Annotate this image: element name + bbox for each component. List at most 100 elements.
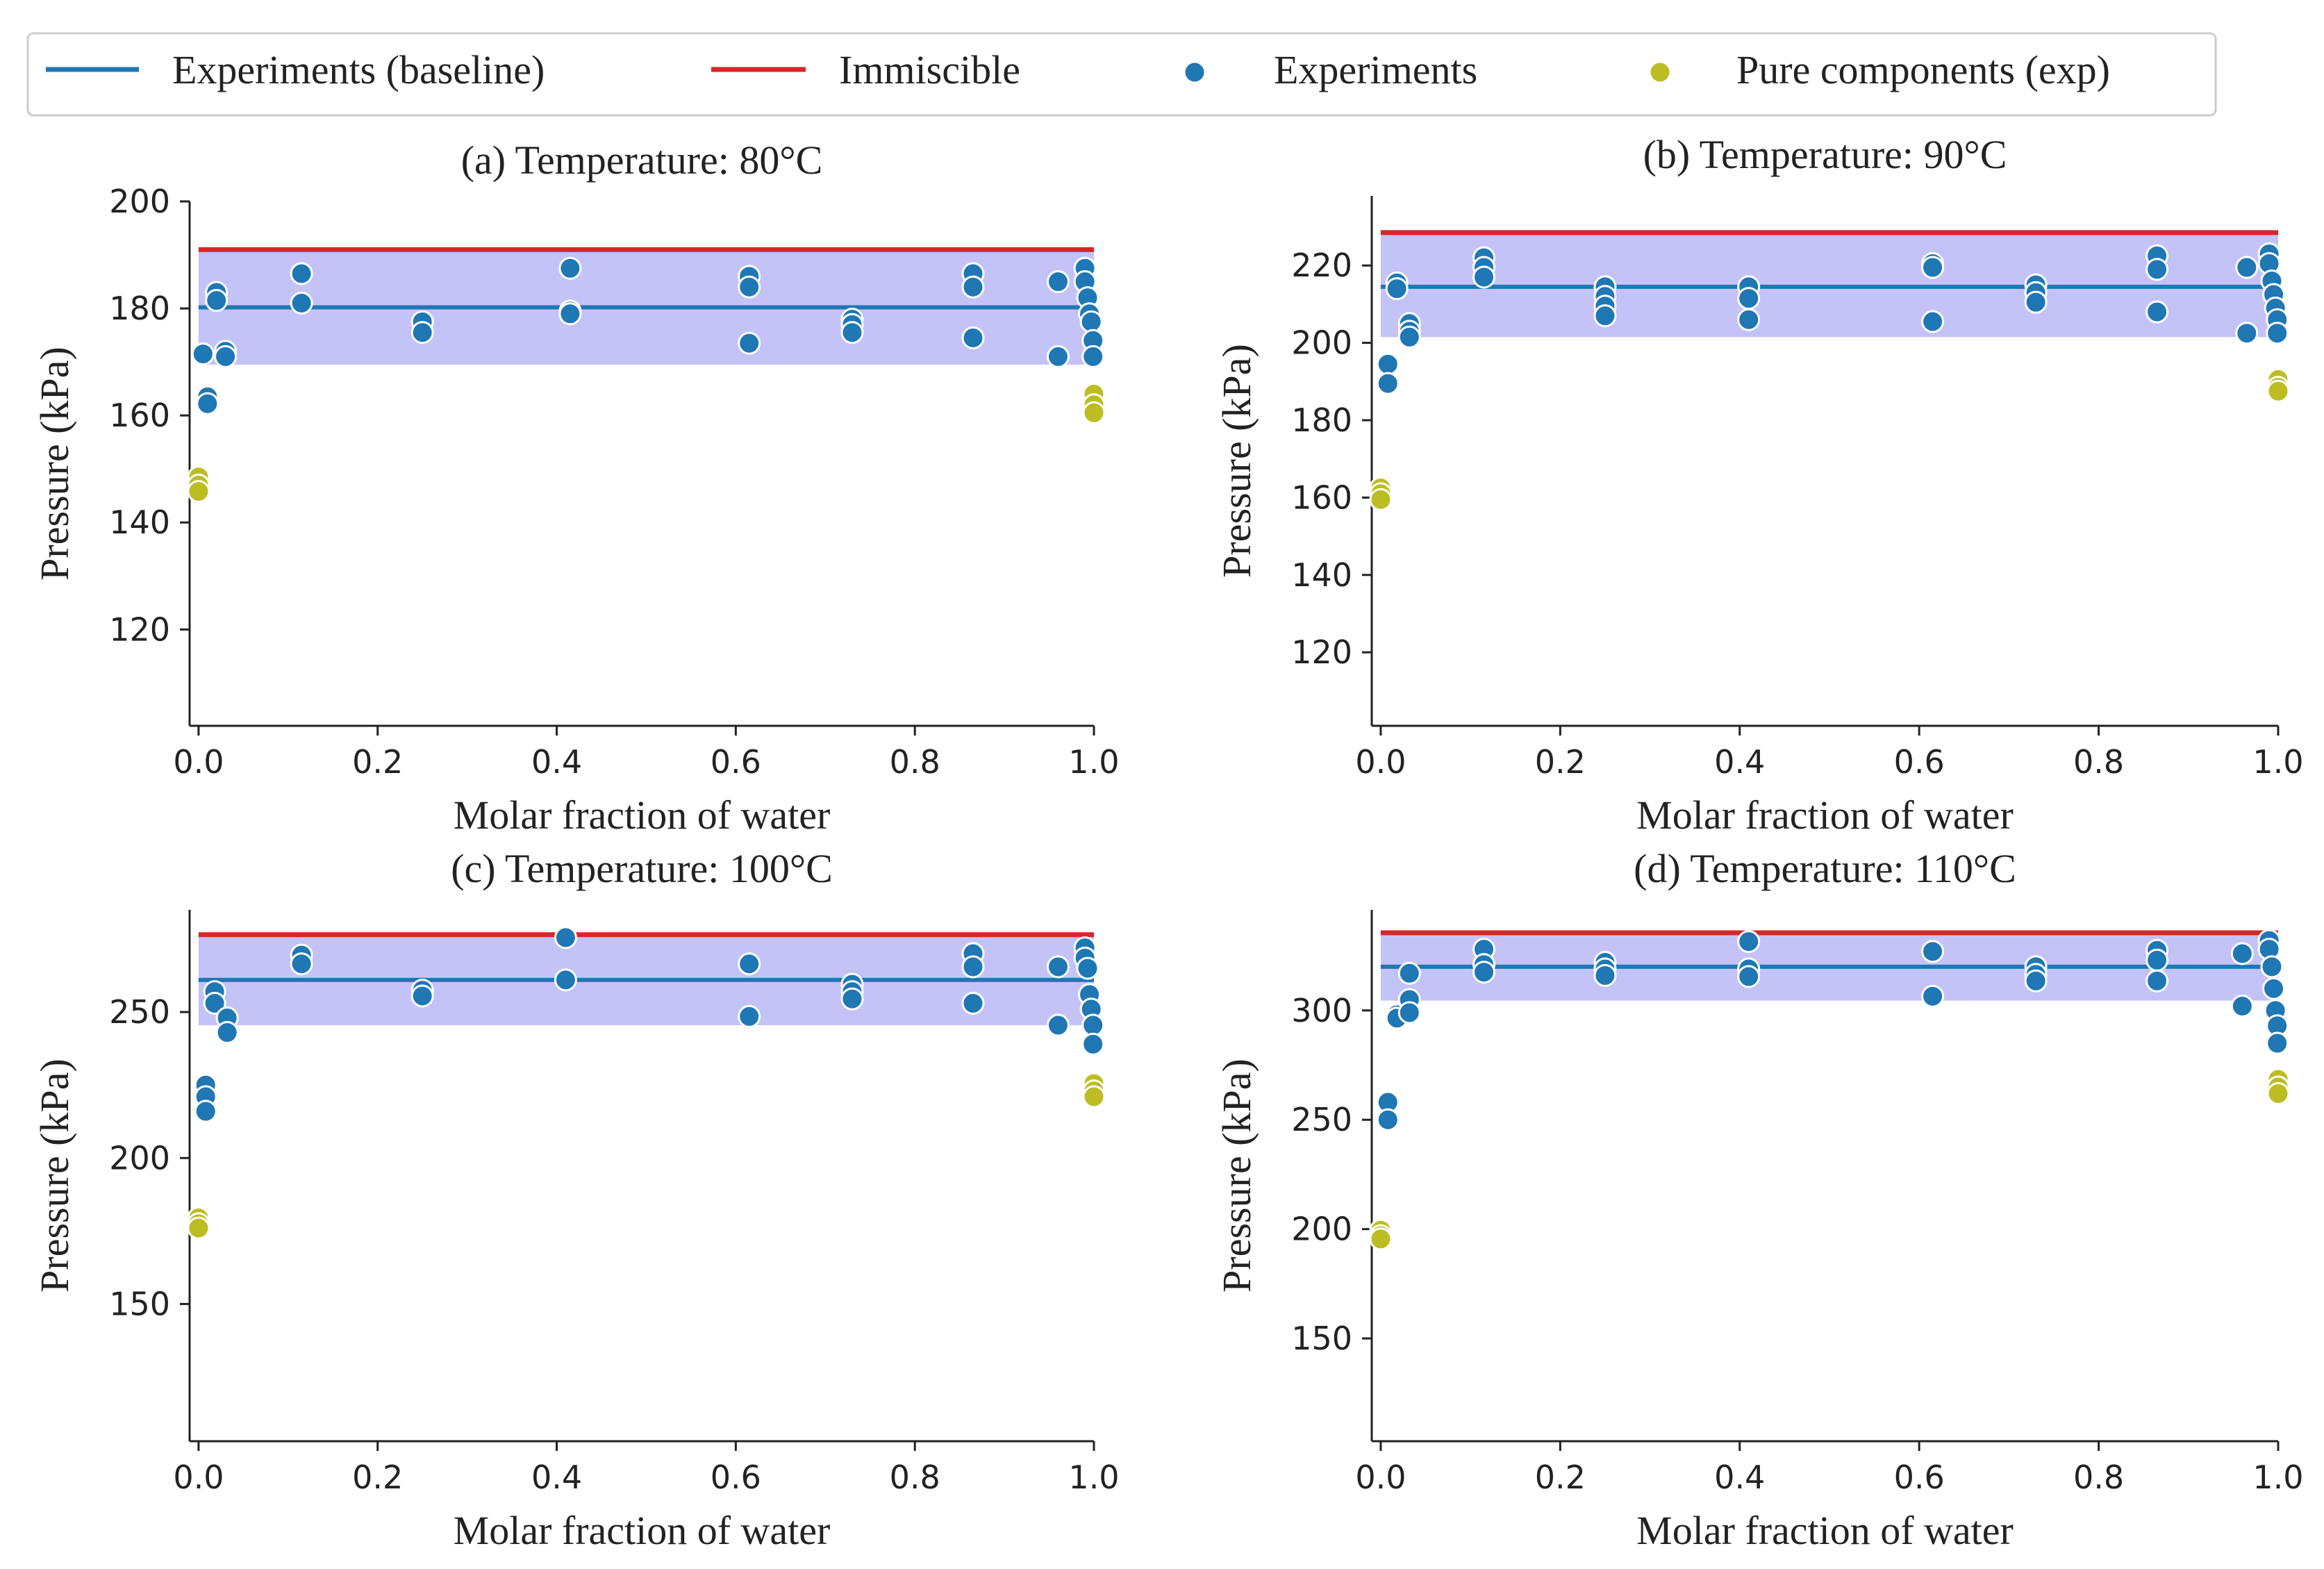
panel-b-x-tick-label: 0.6 bbox=[1894, 743, 1945, 781]
panel-a-experiment-point bbox=[558, 302, 582, 326]
panel-a: 0.0 0.2 0.4 0.6 0.8 1.0 120 140 160 180 200 (a) Tem… bbox=[32, 138, 1120, 838]
panel-b-y-tick-label: 140 bbox=[1291, 556, 1352, 594]
panel-a-experiment-point bbox=[738, 275, 761, 299]
panel-c-experiment-point bbox=[1081, 1032, 1105, 1056]
panel-d-experiment-point bbox=[1397, 1001, 1421, 1024]
panel-d-experiment-point bbox=[2230, 942, 2254, 965]
panel-a-experiment-point bbox=[558, 256, 582, 280]
panel-a-experiment-point bbox=[214, 344, 238, 368]
panel-b-experiment-point bbox=[2024, 290, 2048, 314]
panel-c-x-tick-label: 0.8 bbox=[890, 1459, 940, 1496]
panel-d-title: (d) Temperature: 110°C bbox=[1634, 846, 2016, 891]
panel-a-experiment-point bbox=[961, 275, 985, 299]
panel-d-experiment-point bbox=[2260, 955, 2284, 979]
panel-a-x-tick-label: 0.2 bbox=[352, 743, 403, 781]
panel-a-x-label: Molar fraction of water bbox=[454, 792, 831, 838]
panel-d-experiment-point bbox=[1593, 963, 1617, 987]
panels: 0.0 0.2 0.4 0.6 0.8 1.0 120 140 160 180 200 (a) Tem… bbox=[32, 132, 2304, 1553]
panel-a-experiment-point bbox=[738, 331, 761, 355]
panel-b: 0.0 0.2 0.4 0.6 0.8 1.0 120 140 160 180 200 220 (b) … bbox=[1214, 132, 2304, 838]
panel-a-y-tick-label: 180 bbox=[109, 290, 170, 327]
panel-c-x-label: Molar fraction of water bbox=[454, 1508, 831, 1553]
panel-a-experiment-point bbox=[290, 262, 313, 285]
panel-d-experiment-point bbox=[1737, 930, 1761, 954]
panel-d-pure-point bbox=[2266, 1081, 2290, 1105]
panel-c-pure-point bbox=[1082, 1085, 1106, 1109]
panel-b-experiment-point bbox=[1376, 352, 1400, 376]
panel-d-experiment-point bbox=[2262, 977, 2286, 1000]
panel-d-pure-point bbox=[1369, 1227, 1393, 1251]
panel-d-experiment-point bbox=[1737, 965, 1761, 988]
panel-b-pure-point bbox=[1369, 488, 1393, 511]
panel-d-x-label: Molar fraction of water bbox=[1636, 1508, 2014, 1553]
panel-d-experiment-point bbox=[2145, 969, 2169, 993]
panel-d-y-tick-label: 150 bbox=[1291, 1320, 1352, 1357]
panel-c-x-tick-label: 0.2 bbox=[352, 1459, 403, 1496]
panel-b-experiment-point bbox=[1737, 287, 1761, 310]
panel-b-experiment-point bbox=[2145, 300, 2169, 324]
panel-d-experiment-point bbox=[1376, 1108, 1400, 1131]
panel-a-y-tick-label: 160 bbox=[109, 397, 170, 434]
panel-c-x-tick-label: 0.6 bbox=[711, 1459, 761, 1496]
panel-c-experiment-point bbox=[738, 952, 761, 976]
panel-b-experiment-point bbox=[1593, 304, 1617, 328]
panel-c-experiment-point bbox=[194, 1099, 217, 1123]
panel-b-y-tick-label: 160 bbox=[1291, 479, 1352, 516]
panel-d-experiment-point bbox=[1921, 984, 1945, 1008]
panel-d-experiment-point bbox=[1921, 940, 1945, 963]
panel-c-y-tick-label: 150 bbox=[109, 1285, 170, 1322]
panel-a-y-label: Pressure (kPa) bbox=[32, 347, 77, 581]
panel-a-y-tick-label: 200 bbox=[109, 183, 170, 220]
panel-c-experiment-point bbox=[840, 987, 864, 1011]
panel-b-experiment-point bbox=[2235, 256, 2259, 279]
legend-baseline-label: Experiments (baseline) bbox=[172, 47, 545, 92]
panel-c-experiment-point bbox=[554, 968, 577, 992]
panel-d-experiment-point bbox=[1472, 961, 1496, 984]
panel-a-x-tick-label: 0.6 bbox=[711, 743, 761, 781]
panel-a-experiment-point bbox=[1046, 270, 1070, 294]
panel-c-x-tick-label: 1.0 bbox=[1068, 1459, 1119, 1496]
panel-d-x-tick-label: 1.0 bbox=[2252, 1459, 2303, 1496]
panel-b-y-tick-label: 220 bbox=[1291, 247, 1352, 284]
panel-c-experiment-point bbox=[410, 984, 434, 1008]
panel-b-experiment-point bbox=[1921, 310, 1945, 333]
panel-c-y-tick-label: 250 bbox=[109, 993, 170, 1031]
panel-c-experiment-point bbox=[1076, 956, 1099, 980]
panel-a-experiment-point bbox=[961, 326, 985, 349]
panel-d-y-tick-label: 200 bbox=[1291, 1211, 1352, 1248]
panel-c-x-tick-label: 0.4 bbox=[531, 1459, 582, 1496]
panel-d: 0.0 0.2 0.4 0.6 0.8 1.0 150 200 250 300 (d) Temper… bbox=[1214, 846, 2304, 1553]
panel-a-x-tick-label: 0.0 bbox=[173, 743, 224, 781]
panel-d-experiment-point bbox=[2266, 1031, 2289, 1055]
panel-a-experiment-point bbox=[1081, 344, 1105, 368]
panel-b-experiment-point bbox=[1737, 308, 1761, 331]
panel-d-y-tick-label: 250 bbox=[1291, 1101, 1352, 1138]
panel-b-y-tick-label: 180 bbox=[1291, 401, 1352, 439]
panel-d-experiment-point bbox=[1397, 961, 1421, 985]
panel-b-experiment-point bbox=[2235, 322, 2259, 345]
panel-b-experiment-point bbox=[2266, 322, 2289, 345]
panel-d-x-tick-label: 0.8 bbox=[2073, 1459, 2124, 1496]
panel-a-pure-point bbox=[1082, 401, 1106, 424]
panel-c: 0.0 0.2 0.4 0.6 0.8 1.0 150 200 250 (c) Temperatu… bbox=[32, 846, 1120, 1553]
panel-b-y-tick-label: 200 bbox=[1291, 324, 1352, 362]
panel-c-y-label: Pressure (kPa) bbox=[32, 1059, 77, 1293]
panel-a-experiment-point bbox=[1046, 344, 1070, 368]
panel-b-x-tick-label: 0.2 bbox=[1535, 743, 1586, 781]
panel-b-experiment-point bbox=[2145, 258, 2169, 281]
legend-experiments-label: Experiments bbox=[1274, 47, 1477, 92]
panel-c-experiment-point bbox=[961, 992, 985, 1015]
panel-d-experiment-point bbox=[2230, 995, 2254, 1018]
panel-a-x-tick-label: 1.0 bbox=[1068, 743, 1119, 781]
panel-b-x-tick-label: 0.0 bbox=[1355, 743, 1406, 781]
panel-b-experiment-point bbox=[1376, 372, 1400, 395]
panel-d-experiment-point bbox=[2145, 948, 2169, 972]
panel-d-x-tick-label: 0.6 bbox=[1894, 1459, 1945, 1496]
panel-c-experiment-point bbox=[961, 955, 985, 979]
panel-b-x-tick-label: 1.0 bbox=[2252, 743, 2303, 781]
panel-c-experiment-point bbox=[1081, 1013, 1105, 1037]
panel-d-x-tick-label: 0.4 bbox=[1714, 1459, 1765, 1496]
panel-a-experiment-point bbox=[196, 392, 219, 415]
panel-b-experiment-point bbox=[1472, 265, 1496, 289]
